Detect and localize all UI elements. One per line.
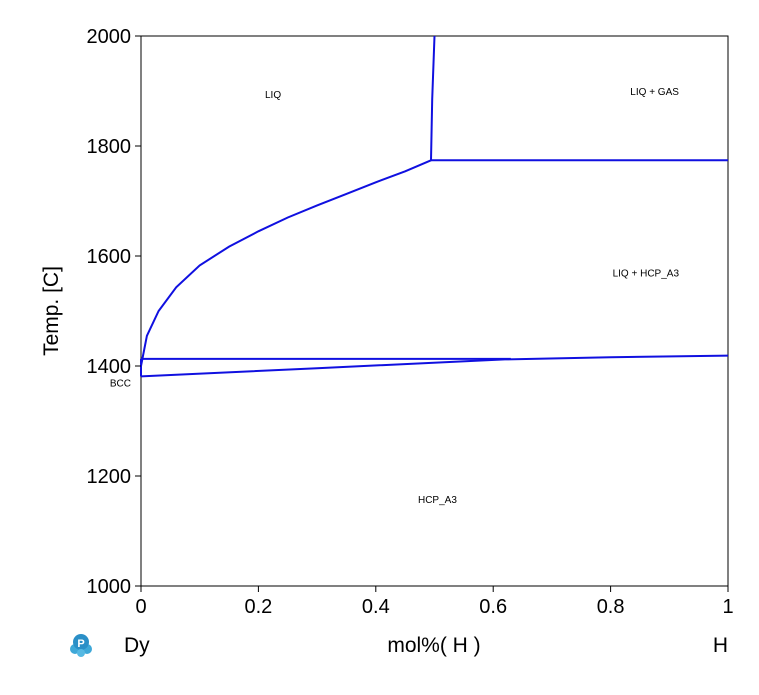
y-axis: 1000 1200 1400 1600 1800 2000 <box>87 26 141 598</box>
x-tick-label: 0.8 <box>597 596 625 618</box>
region-label: BCC <box>110 379 131 390</box>
region-labels: LIQ LIQ + GAS LIQ + HCP_A3 BCC HCP_A3 <box>110 87 680 506</box>
right-element-label: H <box>713 634 728 657</box>
x-axis: 0 0.2 0.4 0.6 0.8 1 <box>135 586 734 618</box>
region-label: LIQ + HCP_A3 <box>613 269 680 280</box>
y-axis-title: Temp. [C] <box>40 266 63 356</box>
y-tick-label: 1200 <box>87 466 132 488</box>
x-tick-label: 0.2 <box>244 596 272 618</box>
phase-boundary-2 <box>140 159 432 367</box>
phase-boundaries <box>140 35 729 378</box>
x-axis-title: mol%( H ) <box>387 634 480 657</box>
y-tick-label: 2000 <box>87 26 132 48</box>
x-tick-label: 0.6 <box>479 596 507 618</box>
phase-boundary-0 <box>430 35 436 161</box>
region-label: LIQ + GAS <box>630 87 679 98</box>
y-tick-label: 1400 <box>87 356 132 378</box>
x-tick-label: 0 <box>135 596 146 618</box>
svg-text:P: P <box>77 638 84 650</box>
phase-boundary-4 <box>140 354 729 378</box>
y-tick-label: 1800 <box>87 136 132 158</box>
region-label: LIQ <box>265 90 281 101</box>
left-element-label: Dy <box>124 634 150 657</box>
logo-icon: P <box>70 634 92 657</box>
x-tick-label: 0.4 <box>362 596 390 618</box>
x-tick-label: 1 <box>722 596 733 618</box>
y-tick-label: 1000 <box>87 576 132 598</box>
region-label: HCP_A3 <box>418 495 457 506</box>
y-tick-label: 1600 <box>87 246 132 268</box>
